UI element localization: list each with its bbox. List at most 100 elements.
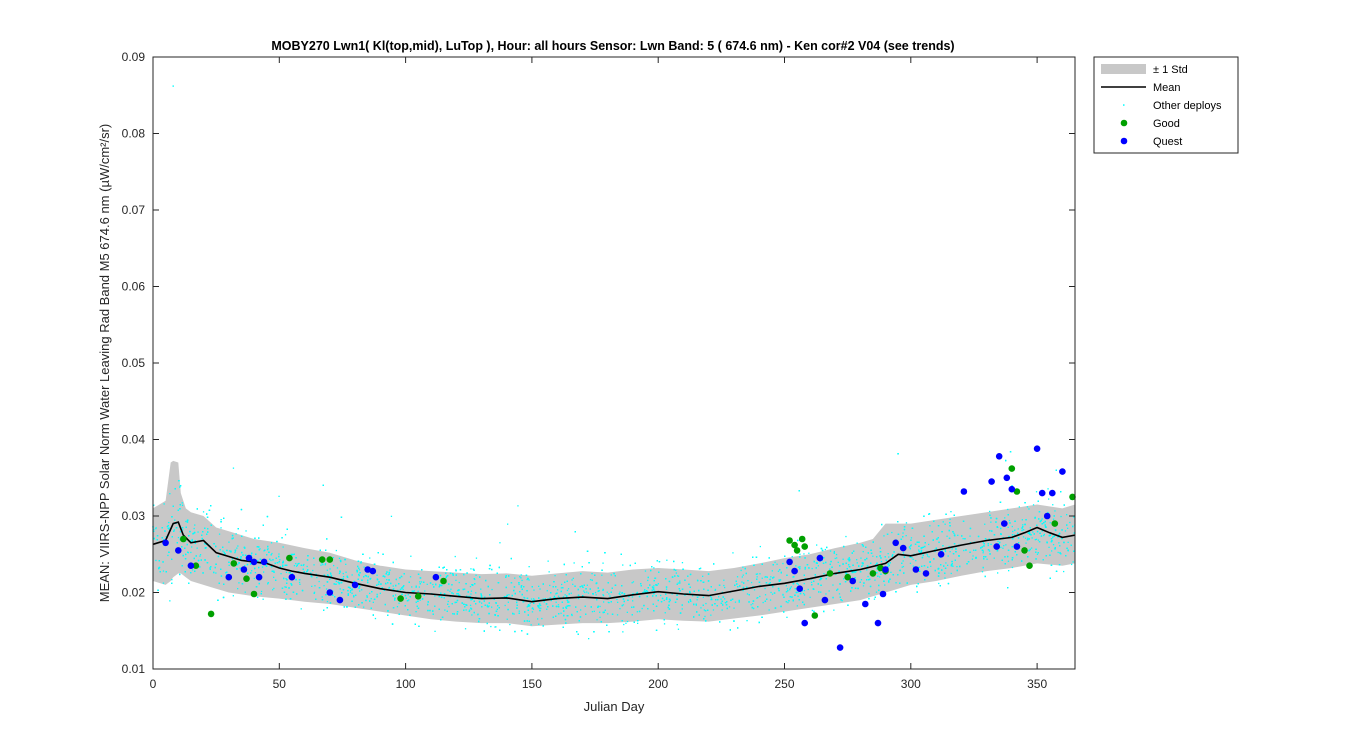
- other-deploy-point: [1047, 488, 1049, 490]
- other-deploy-point: [377, 552, 379, 554]
- other-deploy-point: [455, 574, 457, 576]
- other-deploy-point: [1007, 526, 1009, 528]
- other-deploy-point: [220, 527, 222, 529]
- other-deploy-point: [636, 591, 638, 594]
- other-deploy-point: [674, 601, 677, 603]
- other-deploy-point: [803, 592, 805, 595]
- other-deploy-point: [402, 586, 404, 588]
- other-deploy-point: [918, 549, 920, 551]
- other-deploy-point: [1029, 527, 1031, 529]
- other-deploy-point: [845, 572, 847, 574]
- other-deploy-point: [692, 595, 694, 597]
- other-deploy-point: [439, 584, 442, 587]
- other-deploy-point: [613, 572, 615, 575]
- other-deploy-point: [989, 514, 991, 516]
- other-deploy-point: [875, 591, 878, 593]
- other-deploy-point: [242, 554, 244, 556]
- other-deploy-point: [464, 606, 466, 608]
- other-deploy-point: [851, 571, 853, 574]
- other-deploy-point: [342, 576, 345, 578]
- other-deploy-point: [653, 592, 655, 595]
- other-deploy-point: [707, 573, 710, 575]
- other-deploy-point: [516, 601, 518, 604]
- other-deploy-point: [351, 574, 353, 576]
- other-deploy-point: [795, 565, 797, 567]
- other-deploy-point: [289, 572, 291, 574]
- other-deploy-point: [402, 588, 404, 591]
- other-deploy-point: [1050, 564, 1053, 566]
- other-deploy-point: [185, 526, 187, 528]
- other-deploy-point: [1060, 515, 1062, 518]
- other-deploy-point: [975, 549, 977, 551]
- other-deploy-point: [853, 570, 855, 573]
- other-deploy-point: [1037, 552, 1039, 554]
- other-deploy-point: [783, 611, 785, 613]
- other-deploy-point: [369, 600, 371, 602]
- other-deploy-point: [162, 561, 164, 563]
- other-deploy-point: [480, 588, 482, 590]
- other-deploy-point: [184, 547, 186, 549]
- other-deploy-point: [540, 604, 542, 607]
- other-deploy-point: [561, 601, 563, 603]
- other-deploy-point: [782, 562, 784, 565]
- other-deploy-point: [173, 529, 175, 531]
- other-deploy-point: [247, 572, 249, 574]
- other-deploy-point: [219, 549, 221, 551]
- other-deploy-point: [360, 561, 362, 563]
- other-deploy-point: [637, 620, 639, 622]
- other-deploy-point: [681, 562, 684, 564]
- other-deploy-point: [703, 618, 705, 620]
- other-deploy-point: [627, 599, 629, 601]
- other-deploy-point: [390, 515, 393, 517]
- other-deploy-point: [673, 568, 675, 571]
- other-deploy-point: [1001, 559, 1003, 561]
- other-deploy-point: [792, 600, 794, 602]
- other-deploy-point: [340, 516, 343, 518]
- other-deploy-point: [879, 555, 881, 557]
- other-deploy-point: [666, 559, 668, 561]
- other-deploy-point: [1073, 532, 1075, 534]
- other-deploy-point: [358, 567, 360, 569]
- other-deploy-point: [1040, 535, 1043, 537]
- other-deploy-point: [804, 557, 806, 559]
- other-deploy-point: [653, 567, 655, 569]
- other-deploy-point: [776, 563, 778, 565]
- other-deploy-point: [799, 566, 801, 568]
- other-deploy-point: [951, 560, 953, 563]
- other-deploy-point: [177, 536, 180, 539]
- other-deploy-point: [594, 591, 597, 594]
- other-deploy-point: [695, 604, 697, 606]
- other-deploy-point: [162, 582, 165, 584]
- other-deploy-point: [258, 566, 260, 569]
- other-deploy-point: [954, 559, 956, 561]
- other-deploy-point: [417, 573, 420, 575]
- other-deploy-point: [524, 597, 526, 599]
- other-deploy-point: [676, 594, 678, 596]
- other-deploy-point: [419, 599, 421, 601]
- other-deploy-point: [497, 582, 500, 584]
- other-deploy-point: [884, 556, 886, 558]
- other-deploy-point: [675, 569, 677, 571]
- other-deploy-point: [887, 563, 889, 565]
- other-deploy-point: [753, 589, 756, 591]
- other-deploy-point: [658, 561, 661, 563]
- other-deploy-point: [245, 530, 247, 532]
- other-deploy-point: [725, 604, 728, 606]
- other-deploy-point: [356, 569, 358, 572]
- other-deploy-point: [815, 567, 817, 569]
- other-deploy-point: [468, 610, 470, 612]
- other-deploy-point: [419, 583, 421, 585]
- other-deploy-point: [756, 597, 758, 599]
- other-deploy-point: [653, 610, 655, 612]
- other-deploy-point: [762, 601, 764, 604]
- other-deploy-point: [1058, 542, 1060, 544]
- other-deploy-point: [867, 552, 869, 554]
- other-deploy-point: [339, 559, 342, 562]
- other-deploy-point: [829, 550, 832, 552]
- other-deploy-point: [519, 591, 521, 593]
- other-deploy-point: [566, 615, 568, 617]
- other-deploy-point: [631, 614, 633, 616]
- other-deploy-point: [276, 540, 278, 543]
- other-deploy-point: [1038, 511, 1041, 513]
- other-deploy-point: [403, 585, 405, 587]
